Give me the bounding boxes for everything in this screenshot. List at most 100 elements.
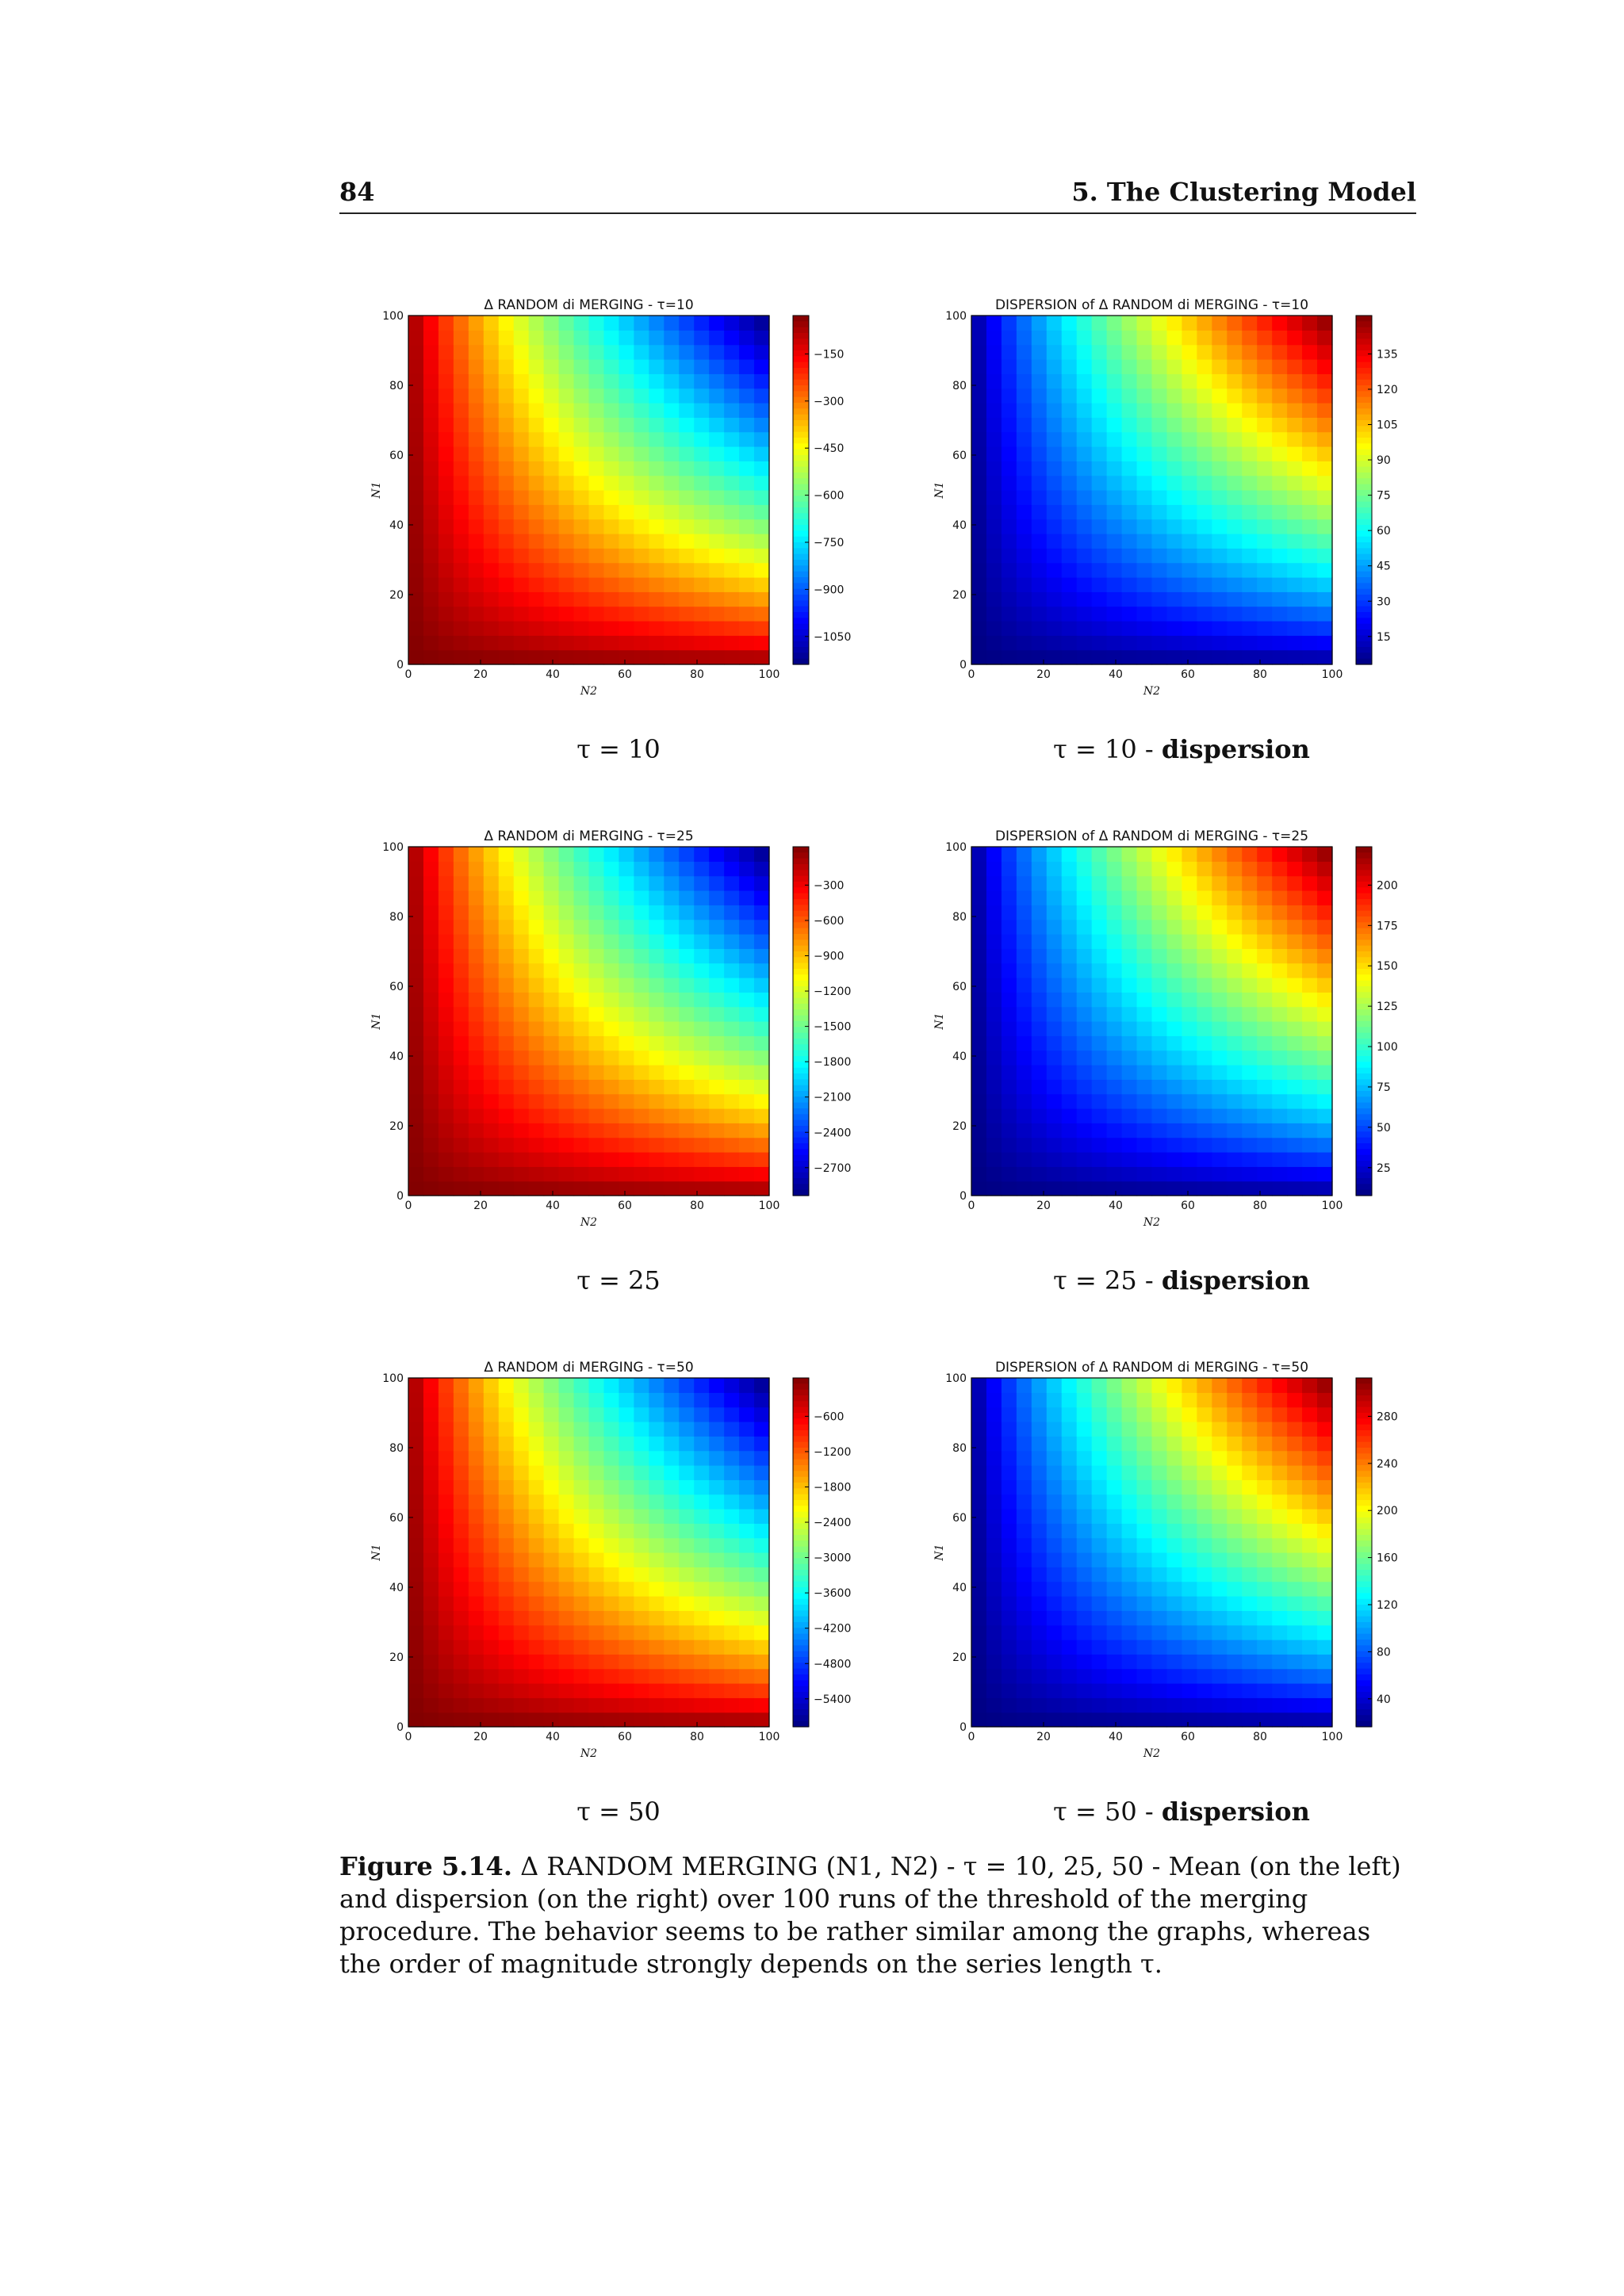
heatmap-cell — [423, 1152, 439, 1167]
heatmap-cell — [1287, 1668, 1303, 1684]
colorbar-segment — [793, 1593, 809, 1600]
heatmap-cell — [513, 1108, 530, 1123]
heatmap-cell — [1242, 1537, 1258, 1553]
heatmap-cell — [694, 330, 710, 346]
heatmap-cell — [1001, 1050, 1017, 1066]
heatmap-cell — [634, 1108, 649, 1123]
colorbar-segment — [793, 928, 809, 935]
heatmap-cell — [1136, 847, 1153, 862]
heatmap-cell — [1061, 490, 1078, 505]
heatmap-cell — [679, 1392, 695, 1408]
heatmap-cell — [1227, 504, 1243, 520]
heatmap-cell — [664, 890, 680, 905]
heatmap-cell — [483, 373, 500, 389]
heatmap-cell — [634, 519, 649, 534]
heatmap-cell — [408, 1494, 424, 1510]
y-axis-label: N1 — [370, 1012, 383, 1030]
heatmap-cell — [558, 1654, 575, 1670]
heatmap-cell — [1091, 905, 1108, 920]
heatmap-cell — [619, 359, 634, 374]
heatmap-cell — [1046, 316, 1063, 331]
heatmap-cell — [664, 1479, 680, 1495]
y-tick-label: 40 — [389, 1582, 404, 1594]
heatmap-cell — [986, 1006, 1002, 1022]
heatmap-cell — [1046, 1581, 1063, 1597]
heatmap-svg: Δ RANDOM di MERGING - τ=100 20 40 60 80 10002… — [370, 297, 851, 698]
heatmap-cell — [724, 1093, 740, 1109]
heatmap-cell — [1001, 417, 1017, 433]
heatmap-cell — [679, 1640, 695, 1655]
heatmap-cell — [619, 504, 634, 520]
heatmap-cell — [453, 1465, 469, 1480]
heatmap-cell — [483, 1537, 500, 1553]
heatmap-cell — [588, 1035, 605, 1051]
heatmap-cell — [1136, 1697, 1153, 1713]
heatmap-cell — [528, 1181, 545, 1196]
heatmap-cell — [1076, 1050, 1093, 1066]
heatmap-cell — [588, 359, 605, 374]
heatmap-cell — [679, 1465, 695, 1480]
heatmap-cell — [1046, 1093, 1063, 1109]
heatmap-cell — [558, 948, 575, 964]
heatmap-cell — [603, 875, 620, 891]
heatmap-cell — [1136, 359, 1153, 374]
heatmap-cell — [739, 1050, 755, 1066]
heatmap-cell — [1227, 591, 1243, 607]
heatmap-cell — [438, 919, 454, 935]
heatmap-cell — [664, 1567, 680, 1582]
heatmap-cell — [739, 330, 755, 346]
heatmap-cell — [1227, 519, 1243, 534]
heatmap-cell — [986, 1567, 1002, 1582]
heatmap-cell — [558, 978, 575, 993]
heatmap-cell — [1257, 1668, 1273, 1684]
colorbar-segment — [1356, 548, 1372, 555]
heatmap-cell — [971, 504, 987, 520]
heatmap-cell — [724, 962, 740, 978]
heatmap-cell — [1272, 1552, 1288, 1567]
heatmap-cell — [1136, 1123, 1153, 1138]
heatmap-cell — [543, 1537, 560, 1553]
heatmap-cell — [1151, 1509, 1168, 1524]
colorbar-segment — [793, 1720, 809, 1728]
heatmap-cell — [1197, 548, 1212, 564]
colorbar-segment — [793, 1436, 809, 1443]
colorbar-segment — [793, 1009, 809, 1016]
heatmap-cell — [1212, 934, 1228, 949]
colorbar-segment — [1356, 1453, 1372, 1460]
heatmap-cell — [408, 1079, 424, 1095]
heatmap-cell — [724, 1181, 740, 1196]
heatmap-cell — [694, 1494, 710, 1510]
heatmap-cell — [1212, 1392, 1228, 1408]
colorbar-tick-label: −600 — [814, 1410, 844, 1423]
heatmap-cell — [1212, 1610, 1228, 1626]
heatmap-cell — [1106, 1509, 1123, 1524]
heatmap-cell — [986, 403, 1002, 418]
heatmap-cell — [1166, 562, 1183, 578]
heatmap-cell — [558, 1668, 575, 1684]
heatmap-cell — [1242, 519, 1258, 534]
heatmap-cell — [1166, 1494, 1183, 1510]
subcaption-mean-tau10: τ = 10 — [365, 733, 872, 765]
heatmap-cell — [649, 948, 665, 964]
heatmap-cell — [498, 417, 515, 433]
colorbar-segment — [1356, 1108, 1372, 1115]
heatmap-cell — [1031, 1567, 1048, 1582]
heatmap-cell — [603, 1450, 620, 1466]
heatmap-cell — [986, 577, 1002, 592]
heatmap-cell — [724, 461, 740, 476]
heatmap-cell — [1106, 1523, 1123, 1539]
heatmap-cell — [1317, 606, 1333, 622]
heatmap-cell — [1091, 359, 1108, 374]
heatmap-cell — [558, 1050, 575, 1066]
heatmap-cell — [679, 962, 695, 978]
heatmap-cell — [1182, 962, 1197, 978]
heatmap-cell — [1302, 417, 1318, 433]
heatmap-cell — [1046, 1640, 1063, 1655]
heatmap-cell — [739, 562, 755, 578]
heatmap-cell — [513, 359, 530, 374]
heatmap-cell — [986, 1181, 1002, 1196]
heatmap-cell — [1182, 577, 1197, 592]
heatmap-cell — [603, 1006, 620, 1022]
panel-mean-tau10: Δ RANDOM di MERGING - τ=10 0 20 40 60 80 100 0 2… — [365, 293, 872, 698]
heatmap-cell — [649, 1683, 665, 1698]
